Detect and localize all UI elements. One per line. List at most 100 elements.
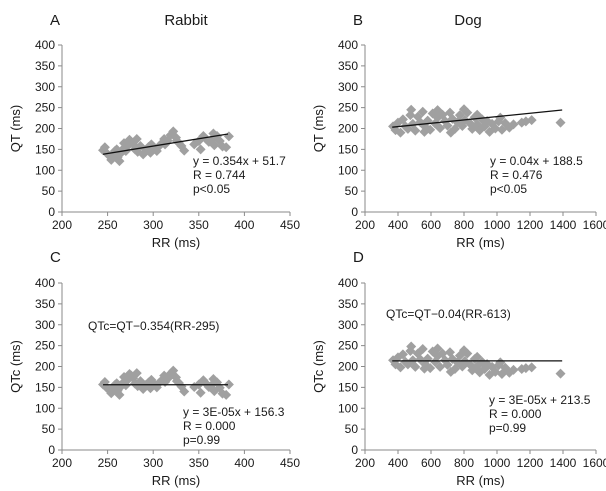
data-point bbox=[425, 363, 436, 374]
panel-title: Rabbit bbox=[164, 12, 208, 29]
y-axis-label: QT (ms) bbox=[8, 105, 23, 152]
x-tick-label: 1600 bbox=[583, 218, 606, 232]
data-point bbox=[410, 361, 421, 372]
panel-title: Dog bbox=[454, 12, 482, 29]
y-tick-label: 350 bbox=[35, 297, 55, 311]
x-tick-label: 1000 bbox=[484, 456, 511, 470]
data-point bbox=[435, 123, 446, 134]
correlation-coefficient: R = 0.000 bbox=[489, 407, 542, 421]
data-point bbox=[395, 362, 406, 373]
x-tick-label: 800 bbox=[454, 218, 474, 232]
correlation-coefficient: R = 0.476 bbox=[490, 168, 543, 182]
y-tick-label: 350 bbox=[338, 59, 358, 73]
data-point bbox=[406, 341, 417, 352]
data-point bbox=[445, 366, 456, 377]
y-tick-label: 150 bbox=[338, 142, 358, 156]
panel-c: C 0 50 100 150 200 250 300 350 400 200 250 300 350 4… bbox=[8, 249, 300, 488]
data-point bbox=[508, 119, 519, 130]
data-point bbox=[223, 131, 234, 142]
x-tick-label: 1600 bbox=[583, 456, 606, 470]
data-point bbox=[410, 125, 421, 136]
panel-letter: D bbox=[353, 249, 364, 266]
p-value: p<0.05 bbox=[193, 182, 230, 196]
y-tick-label: 250 bbox=[338, 101, 358, 115]
x-tick-label: 200 bbox=[52, 218, 72, 232]
x-tick-label: 250 bbox=[98, 218, 118, 232]
data-point bbox=[555, 117, 566, 128]
y-tick-label: 350 bbox=[35, 59, 55, 73]
correction-formula: QTc=QT−0.04(RR-613) bbox=[386, 307, 511, 321]
x-axis: 200 250 300 350 400 450 bbox=[52, 449, 300, 470]
data-point bbox=[119, 138, 130, 149]
y-tick-label: 0 bbox=[351, 205, 358, 219]
data-point bbox=[445, 127, 456, 138]
y-tick-label: 0 bbox=[351, 443, 358, 457]
data-point bbox=[111, 378, 122, 389]
data-point bbox=[406, 104, 417, 115]
y-tick-label: 200 bbox=[35, 122, 55, 136]
data-point bbox=[417, 106, 428, 117]
x-axis: 200 250 300 350 400 450 bbox=[52, 211, 300, 232]
data-point bbox=[508, 364, 519, 375]
data-point bbox=[419, 363, 430, 374]
data-point bbox=[145, 147, 156, 158]
correlation-coefficient: R = 0.744 bbox=[193, 168, 246, 182]
data-point bbox=[526, 362, 537, 373]
x-tick-label: 1000 bbox=[484, 218, 511, 232]
data-point bbox=[435, 361, 446, 372]
y-axis: 0 50 100 150 200 250 300 350 400 bbox=[35, 38, 63, 219]
data-point bbox=[432, 105, 443, 116]
x-tick-label: 400 bbox=[234, 218, 254, 232]
data-points bbox=[388, 341, 566, 380]
data-points bbox=[98, 365, 234, 400]
panel-letter: A bbox=[50, 12, 60, 29]
x-tick-label: 200 bbox=[52, 456, 72, 470]
y-tick-label: 350 bbox=[338, 297, 358, 311]
data-point bbox=[223, 379, 234, 390]
data-point bbox=[442, 359, 453, 370]
data-point bbox=[114, 389, 125, 400]
y-tick-label: 200 bbox=[338, 360, 358, 374]
y-tick-label: 0 bbox=[48, 205, 55, 219]
y-tick-label: 400 bbox=[35, 38, 55, 52]
trendline bbox=[102, 133, 229, 155]
y-tick-label: 300 bbox=[338, 80, 358, 94]
x-tick-label: 1400 bbox=[550, 218, 577, 232]
data-point bbox=[459, 104, 469, 115]
data-point bbox=[495, 112, 506, 123]
y-tick-label: 0 bbox=[48, 443, 55, 457]
data-point bbox=[131, 133, 142, 144]
y-tick-label: 250 bbox=[338, 339, 358, 353]
x-tick-label: 200 bbox=[355, 218, 375, 232]
x-tick-label: 350 bbox=[189, 456, 209, 470]
y-axis: 0 50 100 150 200 250 300 350 400 bbox=[35, 276, 63, 457]
data-point bbox=[395, 127, 406, 138]
x-tick-label: 400 bbox=[388, 456, 408, 470]
y-tick-label: 300 bbox=[35, 80, 55, 94]
regression-equation: y = 3E-05x + 156.3 bbox=[183, 405, 285, 419]
x-tick-label: 800 bbox=[454, 456, 474, 470]
data-point bbox=[221, 389, 232, 400]
x-tick-label: 600 bbox=[421, 456, 441, 470]
regression-equation: y = 0.354x + 51.7 bbox=[193, 154, 286, 168]
data-point bbox=[179, 145, 190, 156]
data-point bbox=[397, 349, 408, 360]
y-tick-label: 150 bbox=[35, 142, 55, 156]
x-axis-label: RR (ms) bbox=[456, 235, 504, 250]
data-point bbox=[432, 343, 443, 354]
data-point bbox=[490, 123, 501, 134]
x-axis: 200 400 600 800 1000 1200 1400 1600 bbox=[355, 449, 606, 470]
y-tick-label: 150 bbox=[35, 380, 55, 394]
regression-equation: y = 3E-05x + 213.5 bbox=[489, 393, 591, 407]
y-axis-label: QTc (ms) bbox=[8, 340, 23, 393]
data-point bbox=[119, 371, 130, 382]
data-point bbox=[171, 376, 182, 387]
data-point bbox=[145, 383, 156, 394]
x-tick-label: 450 bbox=[280, 218, 300, 232]
x-tick-label: 300 bbox=[143, 218, 163, 232]
y-tick-label: 50 bbox=[42, 422, 56, 436]
panel-letter: C bbox=[50, 249, 61, 266]
y-tick-label: 400 bbox=[338, 276, 358, 290]
correlation-coefficient: R = 0.000 bbox=[183, 419, 236, 433]
